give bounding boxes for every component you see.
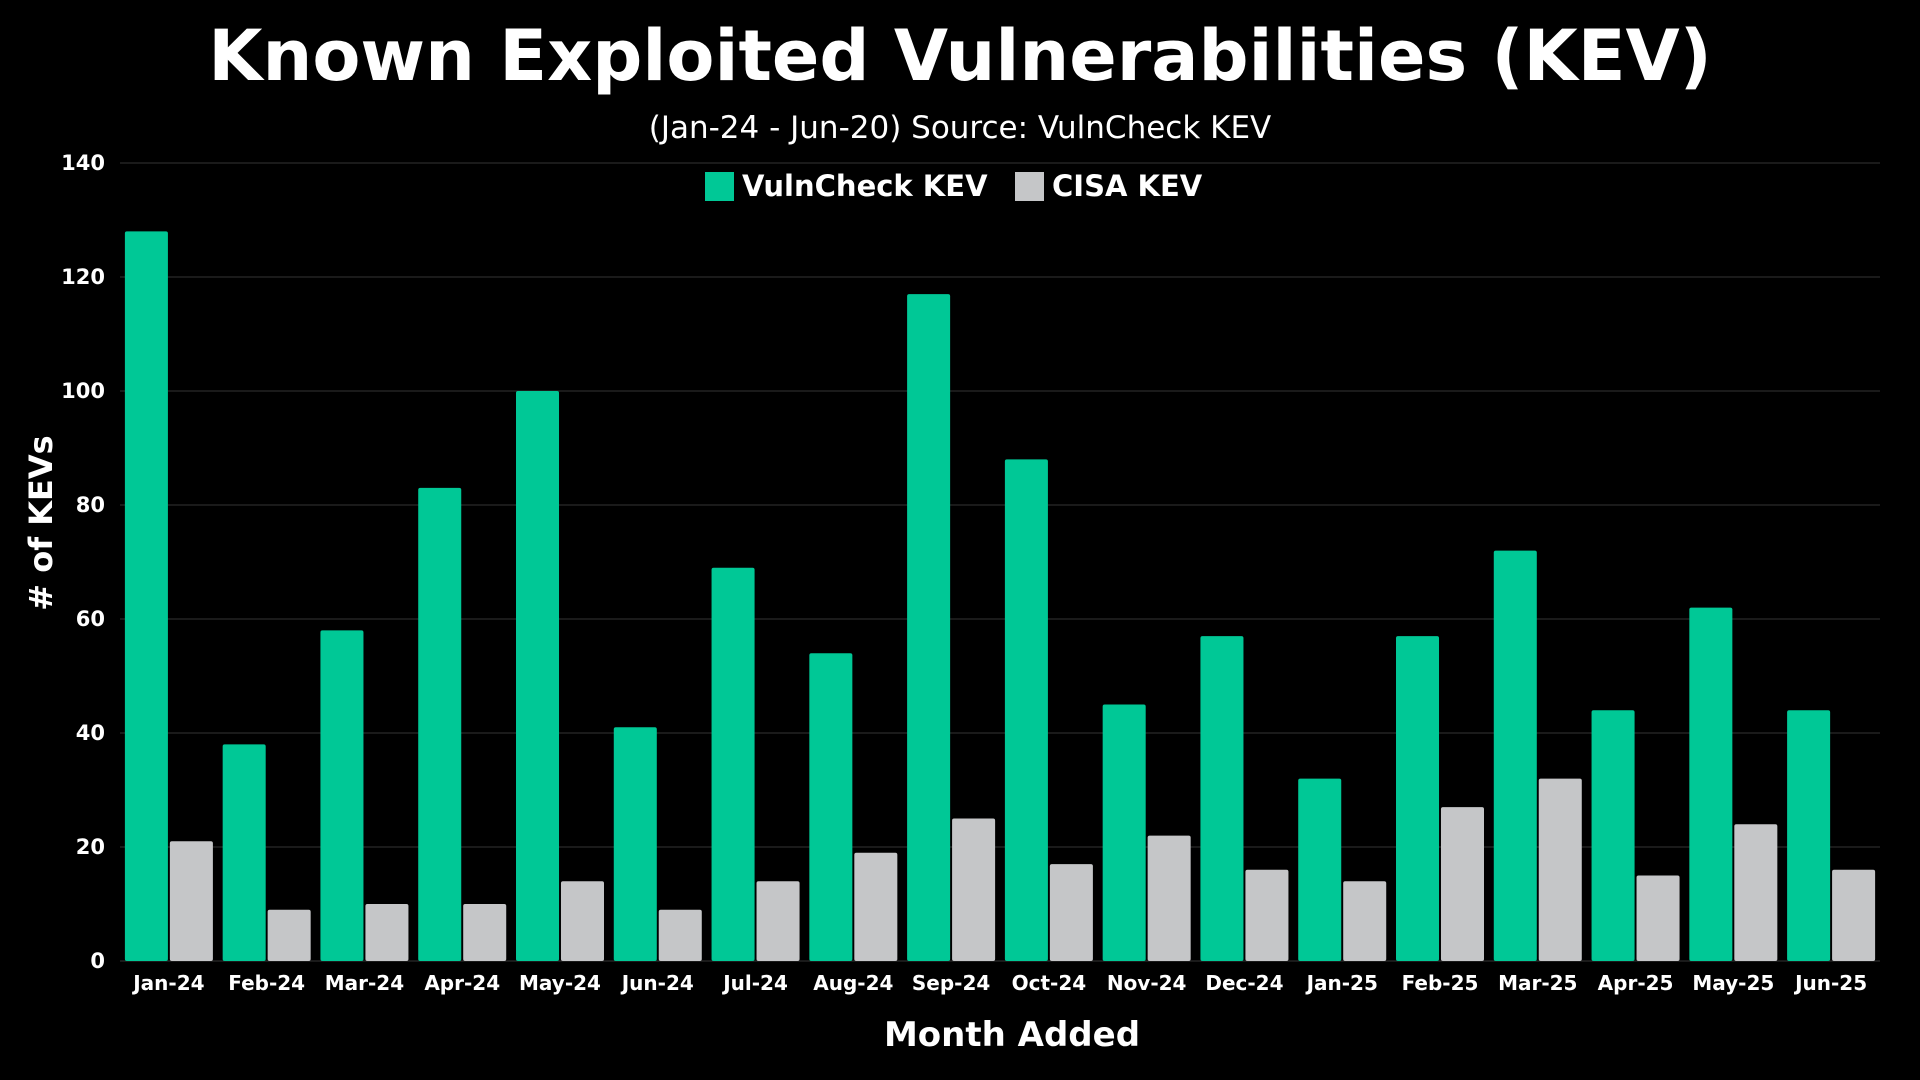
legend-swatch-vulncheck-kev xyxy=(705,172,734,201)
bar-vulncheck-kev-dec-24 xyxy=(1200,636,1244,961)
bar-cisa-kev-nov-24 xyxy=(1147,835,1191,961)
bar-cisa-kev-may-24 xyxy=(560,881,604,961)
x-tick-label: Jan-24 xyxy=(131,971,204,995)
x-tick-label: Aug-24 xyxy=(813,971,893,995)
gridlines xyxy=(120,162,1880,962)
x-tick-label: Jun-24 xyxy=(620,971,694,995)
y-tick-label: 120 xyxy=(61,265,105,289)
bar-vulncheck-kev-apr-24 xyxy=(418,487,462,961)
y-tick-label: 20 xyxy=(76,835,105,859)
bar-cisa-kev-jan-24 xyxy=(169,841,213,961)
bar-vulncheck-kev-nov-24 xyxy=(1102,704,1146,961)
y-axis-ticks: 0 20 40 60 80 100 120 140 xyxy=(61,151,105,973)
bar-vulncheck-kev-mar-25 xyxy=(1493,550,1537,961)
chart-subtitle: (Jan-24 - Jun-20) Source: VulnCheck KEV xyxy=(649,110,1272,146)
y-tick-label: 140 xyxy=(61,151,105,175)
x-axis-ticks: Jan-24 Feb-24 Mar-24 Apr-24 May-24 Jun-24 Jul-… xyxy=(131,971,1867,995)
bar-vulncheck-kev-oct-24 xyxy=(1004,459,1048,961)
x-tick-label: Mar-24 xyxy=(325,971,404,995)
x-tick-label: Feb-24 xyxy=(228,971,305,995)
x-tick-label: Apr-24 xyxy=(424,971,500,995)
y-tick-label: 100 xyxy=(61,379,105,403)
bar-vulncheck-kev-mar-24 xyxy=(320,630,364,961)
bar-vulncheck-kev-feb-25 xyxy=(1396,636,1440,961)
bar-cisa-kev-may-25 xyxy=(1734,824,1778,961)
legend-label-vulncheck-kev: VulnCheck KEV xyxy=(742,169,988,203)
bar-vulncheck-kev-feb-24 xyxy=(222,744,266,961)
x-tick-label: Jul-24 xyxy=(721,971,788,995)
legend-swatch-cisa-kev xyxy=(1015,172,1044,201)
x-tick-label: Mar-25 xyxy=(1498,971,1577,995)
x-tick-label: Jan-25 xyxy=(1305,971,1378,995)
x-tick-label: Feb-25 xyxy=(1402,971,1479,995)
bar-vulncheck-kev-may-25 xyxy=(1689,607,1733,961)
bar-vulncheck-kev-jul-24 xyxy=(711,567,755,961)
bar-cisa-kev-mar-24 xyxy=(365,904,409,961)
y-axis-label: # of KEVs xyxy=(22,435,60,610)
bar-cisa-kev-feb-25 xyxy=(1440,807,1484,961)
y-tick-label: 80 xyxy=(76,493,105,517)
bar-cisa-kev-oct-24 xyxy=(1049,864,1093,961)
x-tick-label: Jun-25 xyxy=(1793,971,1867,995)
bar-vulncheck-kev-jan-24 xyxy=(124,231,168,961)
x-tick-label: Oct-24 xyxy=(1012,971,1087,995)
bars xyxy=(124,231,1876,962)
chart-title: Known Exploited Vulnerabilities (KEV) xyxy=(208,15,1711,97)
x-tick-label: May-25 xyxy=(1692,971,1774,995)
legend-label-cisa-kev: CISA KEV xyxy=(1052,169,1203,203)
bar-cisa-kev-sep-24 xyxy=(952,818,996,961)
bar-vulncheck-kev-apr-25 xyxy=(1591,710,1635,961)
bar-cisa-kev-mar-25 xyxy=(1538,778,1582,961)
x-tick-label: Nov-24 xyxy=(1107,971,1187,995)
bar-vulncheck-kev-sep-24 xyxy=(907,294,951,962)
x-tick-label: Sep-24 xyxy=(912,971,990,995)
x-tick-label: Dec-24 xyxy=(1205,971,1283,995)
bar-cisa-kev-jun-25 xyxy=(1832,869,1876,961)
y-tick-label: 40 xyxy=(76,721,105,745)
bar-vulncheck-kev-may-24 xyxy=(516,391,560,961)
bar-vulncheck-kev-jan-25 xyxy=(1298,778,1342,961)
bar-cisa-kev-jun-24 xyxy=(658,909,702,961)
y-tick-label: 0 xyxy=(90,949,105,973)
bar-cisa-kev-dec-24 xyxy=(1245,869,1289,961)
bar-cisa-kev-feb-24 xyxy=(267,909,311,961)
bar-vulncheck-kev-jun-24 xyxy=(613,727,657,961)
legend: VulnCheck KEV CISA KEV xyxy=(705,169,1203,203)
bar-cisa-kev-aug-24 xyxy=(854,852,898,961)
bar-cisa-kev-apr-24 xyxy=(463,904,507,961)
y-tick-label: 60 xyxy=(76,607,105,631)
x-tick-label: Apr-25 xyxy=(1598,971,1674,995)
bar-vulncheck-kev-aug-24 xyxy=(809,653,853,961)
bar-cisa-kev-apr-25 xyxy=(1636,875,1680,961)
x-axis-label: Month Added xyxy=(884,1015,1140,1055)
x-tick-label: May-24 xyxy=(519,971,601,995)
bar-cisa-kev-jul-24 xyxy=(756,881,800,961)
bar-vulncheck-kev-jun-25 xyxy=(1787,710,1831,961)
bar-cisa-kev-jan-25 xyxy=(1343,881,1387,961)
